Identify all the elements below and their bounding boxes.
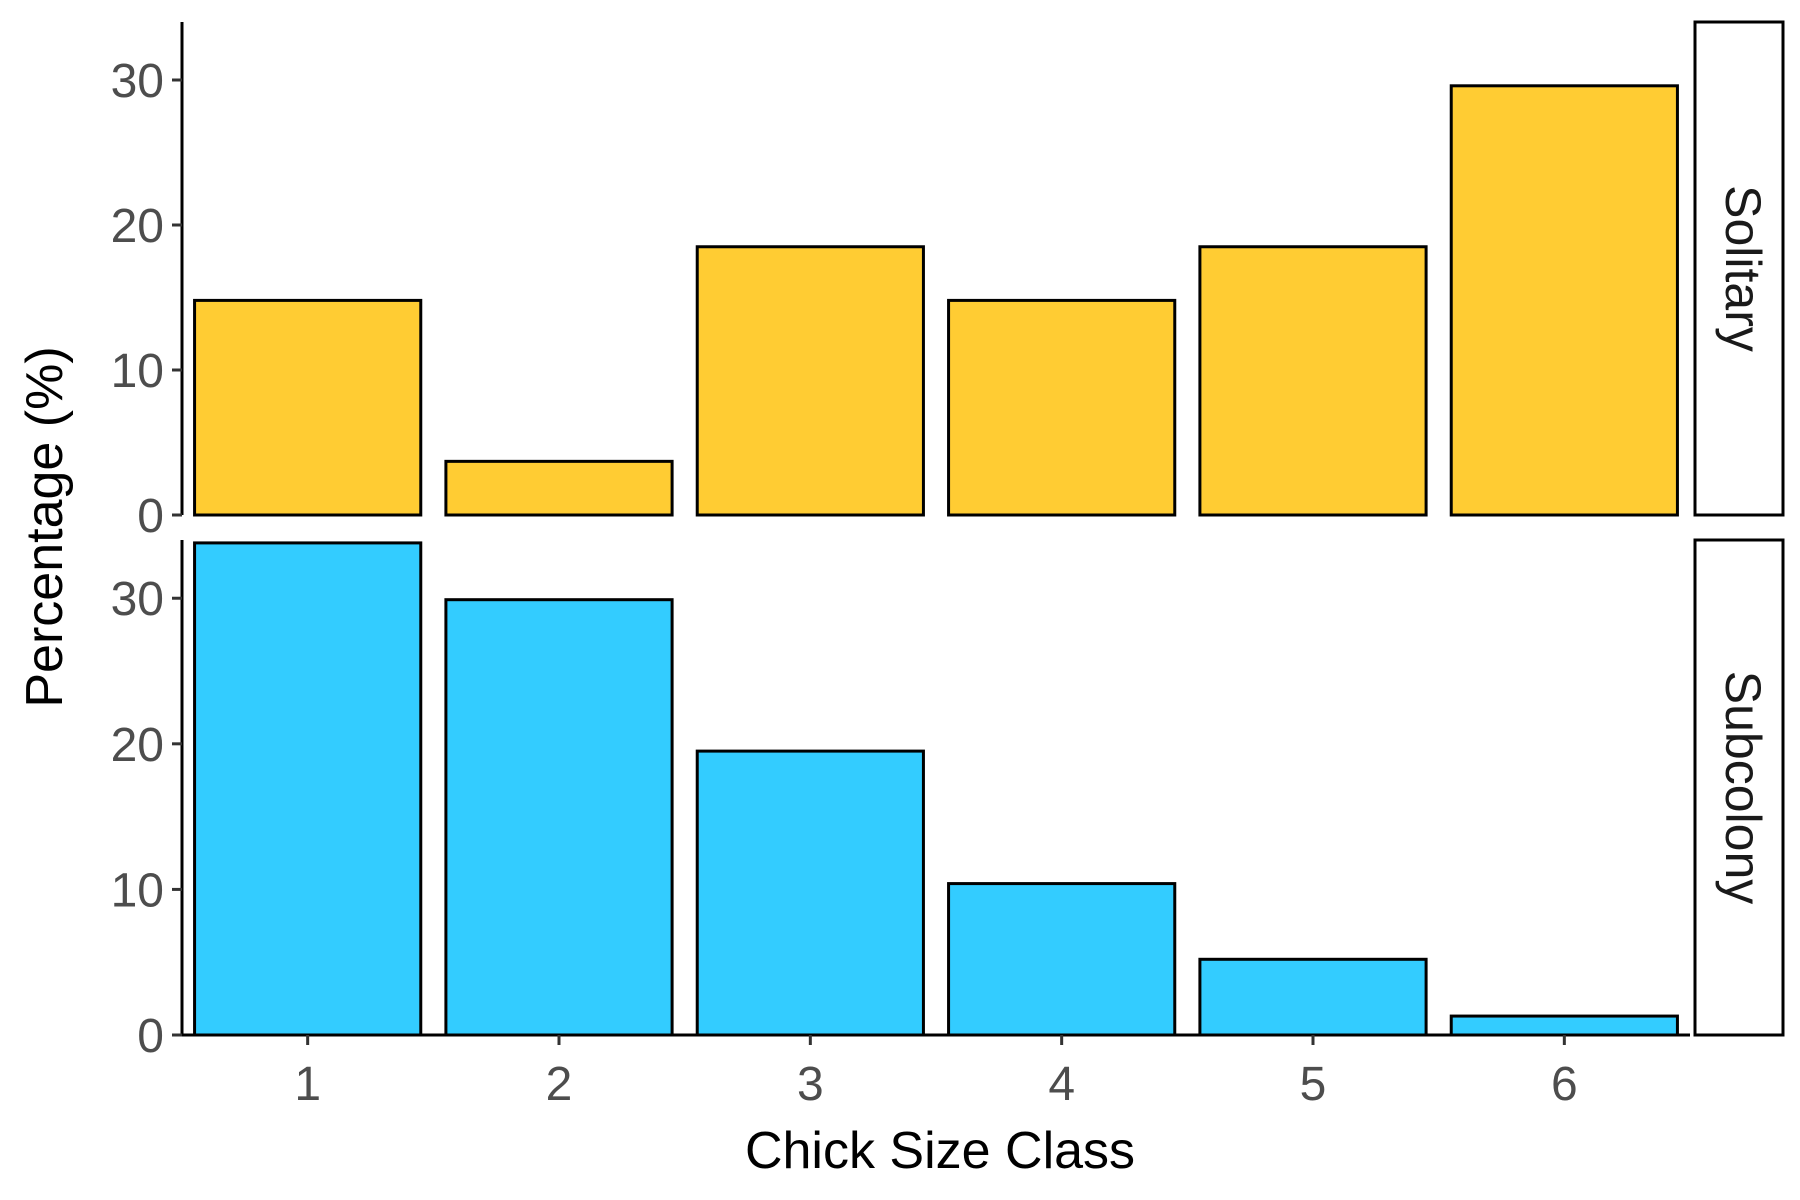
bar-solitary-6 xyxy=(1449,84,1679,517)
bar-subcolony-1 xyxy=(193,541,423,1037)
x-tick-label: 3 xyxy=(797,1058,824,1111)
y-tick-label: 0 xyxy=(137,1010,164,1063)
bar-solitary-4 xyxy=(947,298,1177,517)
facet-strip-label: Solitary xyxy=(1715,185,1771,352)
bar-solitary-2 xyxy=(444,459,674,517)
x-tick-label: 6 xyxy=(1551,1058,1578,1111)
y-axis-title: Percentage (%) xyxy=(16,346,74,707)
bar-subcolony-5 xyxy=(1198,957,1428,1037)
y-tick-label: 30 xyxy=(111,55,164,108)
x-tick-label: 5 xyxy=(1300,1058,1327,1111)
x-tick-label: 1 xyxy=(294,1058,321,1111)
x-axis-title: Chick Size Class xyxy=(745,1122,1135,1180)
facet-strip-subcolony xyxy=(1693,538,1785,1037)
bar-subcolony-2 xyxy=(444,598,674,1037)
y-tick-label: 0 xyxy=(137,490,164,543)
x-tick-label: 2 xyxy=(546,1058,573,1111)
facet-strip-solitary xyxy=(1693,20,1785,517)
x-tick-label: 4 xyxy=(1048,1058,1075,1111)
bar-subcolony-6 xyxy=(1449,1014,1679,1037)
bar-solitary-1 xyxy=(193,298,423,517)
y-tick-label: 20 xyxy=(111,200,164,253)
y-tick-label: 20 xyxy=(111,719,164,772)
bar-subcolony-3 xyxy=(695,749,925,1037)
bar-solitary-5 xyxy=(1198,245,1428,517)
y-tick-label: 10 xyxy=(111,864,164,917)
bar-solitary-3 xyxy=(695,245,925,517)
facet-strip-label: Subcolony xyxy=(1715,671,1771,905)
bar-subcolony-4 xyxy=(947,882,1177,1037)
y-tick-label: 30 xyxy=(111,573,164,626)
y-tick-label: 10 xyxy=(111,345,164,398)
